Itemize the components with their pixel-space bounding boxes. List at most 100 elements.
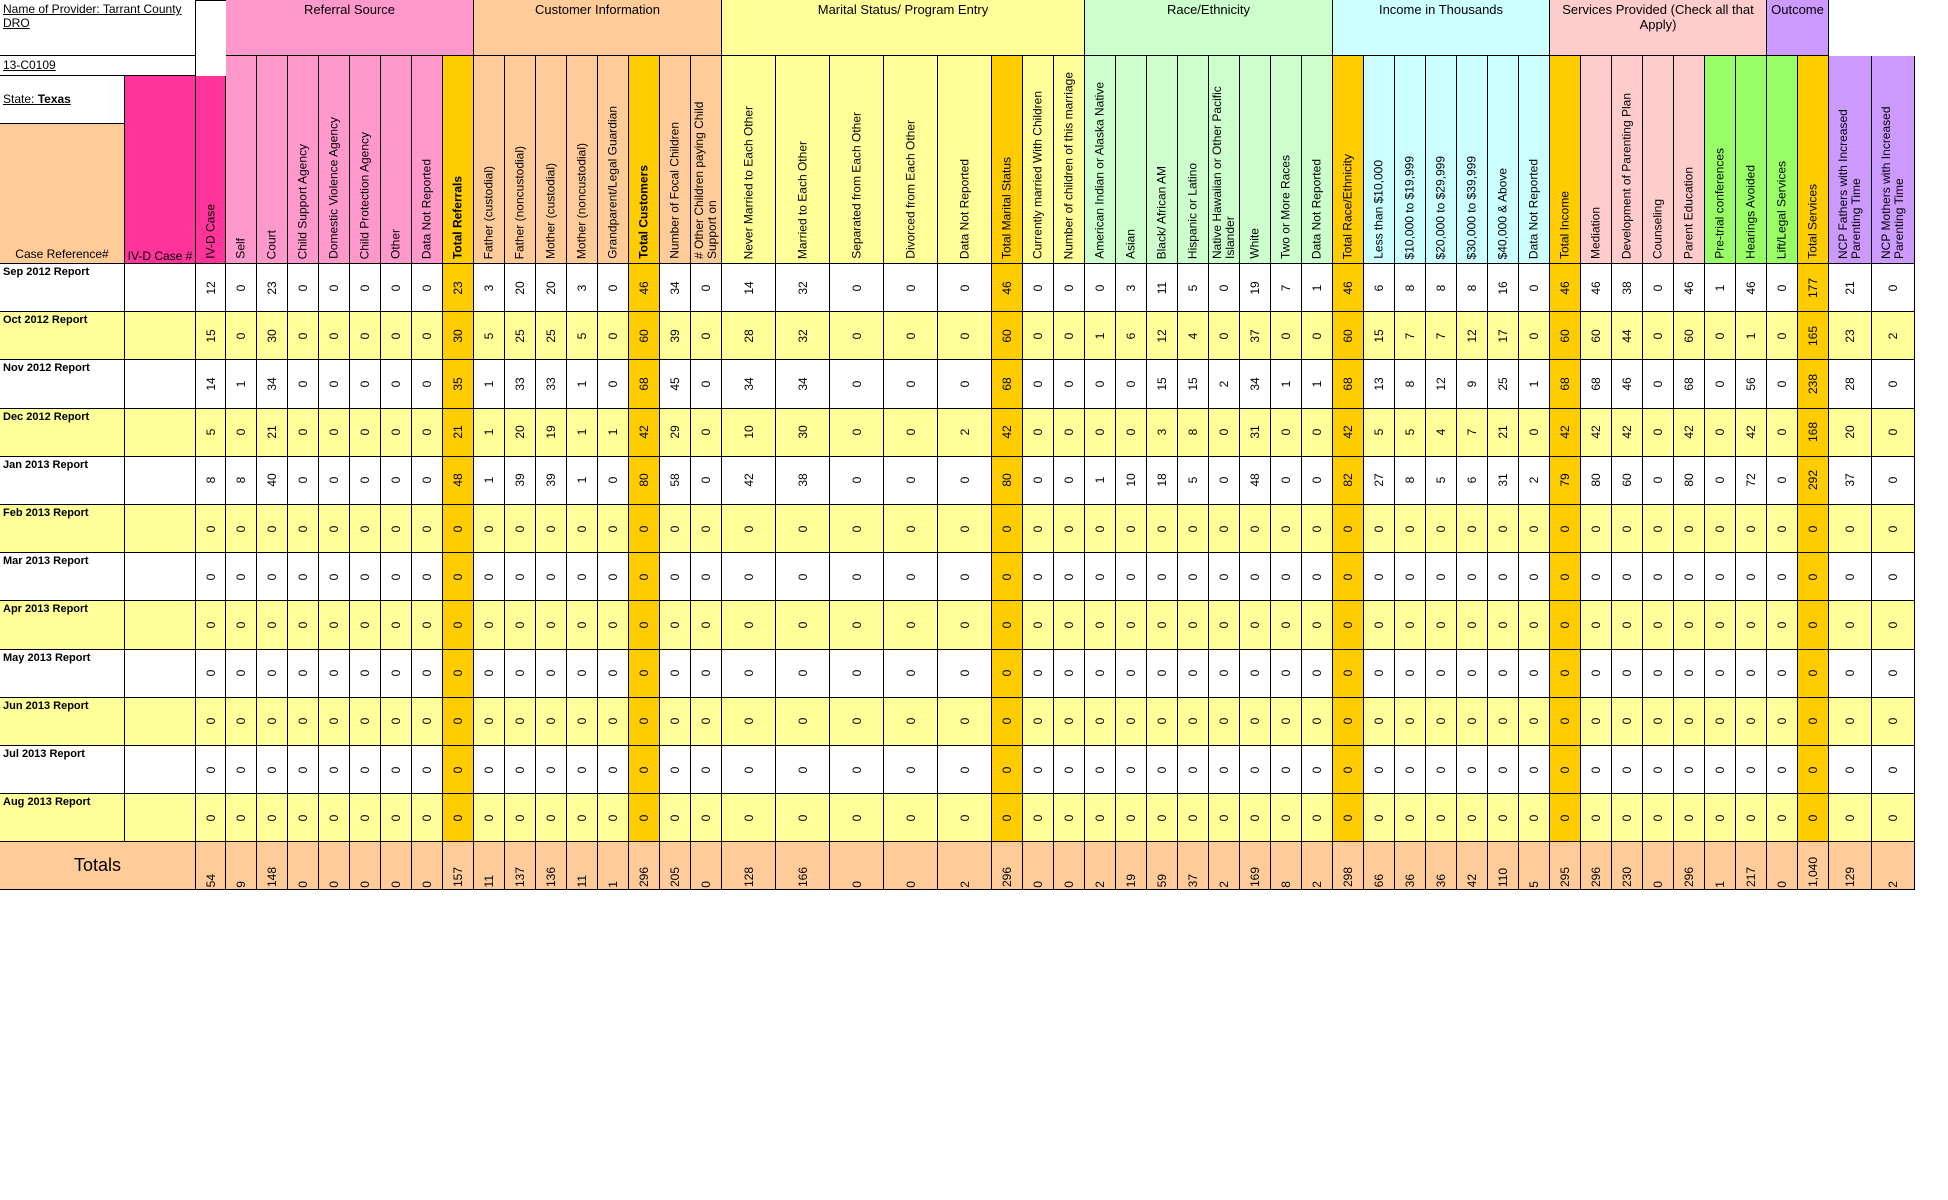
data-cell: 0	[1519, 264, 1550, 313]
totals-cell: 136	[536, 842, 567, 891]
data-cell: 0	[992, 553, 1023, 602]
totals-cell: 59	[1147, 842, 1178, 891]
cell-value: 0	[668, 525, 682, 532]
column-header-label: Other	[388, 228, 403, 259]
group-label: Race/Ethnicity	[1166, 2, 1251, 17]
data-cell: 15	[1364, 312, 1395, 361]
cell-value: 0	[637, 814, 651, 822]
cell-value: 0	[1775, 525, 1789, 532]
totals-value: 205	[668, 867, 682, 888]
cell-value: 5	[1186, 477, 1200, 484]
data-cell: 0	[691, 408, 722, 457]
cell-value: 31	[1248, 425, 1262, 439]
cell-value: 42	[1558, 425, 1572, 439]
data-cell: 0	[1116, 746, 1147, 795]
cell-value: 0	[1062, 284, 1076, 291]
cell-value: 0	[420, 525, 434, 532]
cell-value: 60	[1341, 329, 1355, 343]
cell-value: 0	[1124, 766, 1138, 773]
data-cell: 0	[691, 553, 722, 602]
cell-value: 0	[389, 477, 403, 484]
cell-value: 7	[1465, 428, 1479, 436]
totals-value: 0	[296, 880, 310, 888]
cell-value: 0	[1620, 621, 1634, 629]
totals-value: 296	[1000, 867, 1014, 888]
cell-value: 0	[1031, 621, 1045, 629]
cell-value: 23	[265, 280, 279, 295]
data-cell: 0	[1302, 794, 1333, 843]
cell-value: 0	[1403, 525, 1417, 532]
data-cell: 6	[1364, 264, 1395, 313]
data-cell: 0	[1023, 408, 1054, 457]
data-cell: 48	[443, 456, 474, 505]
data-cell: 68	[1581, 360, 1612, 409]
group-label: Marital Status/ Program Entry	[817, 2, 989, 17]
cell-value: 0	[1465, 718, 1479, 725]
data-cell: 0	[1872, 408, 1915, 457]
cell-value: 0	[1124, 573, 1138, 581]
data-cell: 0	[350, 505, 381, 554]
column-header-2: Self	[226, 56, 257, 264]
totals-cell: 0	[381, 842, 412, 891]
data-cell: 0	[1023, 649, 1054, 698]
cell-value: 0	[1434, 766, 1448, 773]
data-cell: 0	[884, 553, 938, 602]
row-label: Nov 2012 Report	[0, 360, 125, 409]
totals-value: 42	[1465, 874, 1479, 888]
data-cell: 0	[1767, 794, 1798, 843]
cell-value: 0	[544, 814, 558, 822]
data-cell: 31	[1488, 456, 1519, 505]
data-cell: 0	[1178, 649, 1209, 698]
cell-value: 0	[575, 573, 589, 581]
data-cell: 0	[1147, 649, 1178, 698]
data-cell: 0	[1333, 697, 1364, 746]
cell-value: 0	[1248, 621, 1262, 629]
data-cell: 0	[474, 505, 505, 554]
data-cell: 6	[1457, 456, 1488, 505]
data-cell: 0	[776, 505, 830, 554]
data-cell: 0	[1023, 505, 1054, 554]
cell-value: 60	[1589, 329, 1603, 343]
data-cell: 0	[350, 312, 381, 361]
cell-value: 0	[699, 477, 713, 484]
data-cell: 0	[1705, 649, 1736, 698]
cell-value: 0	[1155, 621, 1169, 629]
data-cell: 0	[350, 553, 381, 602]
cell-value: 0	[1403, 573, 1417, 581]
cell-value: 0	[1843, 766, 1857, 773]
cell-value: 29	[668, 425, 682, 439]
data-cell: 31	[1240, 408, 1271, 457]
totals-cell: 230	[1612, 842, 1643, 891]
data-cell: 0	[319, 408, 350, 457]
data-cell: 0	[505, 553, 536, 602]
cell-value: 0	[1310, 332, 1324, 340]
cell-value: 0	[957, 669, 972, 677]
cell-value: 0	[1341, 621, 1355, 629]
data-cell: 34	[257, 360, 288, 409]
column-header-32: Two or More Races	[1271, 56, 1302, 264]
data-cell: 60	[1550, 312, 1581, 361]
data-cell: 0	[1209, 553, 1240, 602]
data-cell: 0	[474, 746, 505, 795]
column-header-label: Father (noncustodial)	[512, 145, 527, 259]
cell-value: 0	[1589, 814, 1603, 822]
data-cell: 0	[288, 408, 319, 457]
data-cell: 0	[412, 601, 443, 650]
group-label: Services Provided (Check all that Apply)	[1562, 2, 1754, 32]
cell-value: 0	[1155, 573, 1169, 581]
cell-value: 42	[741, 473, 756, 488]
cell-value: 0	[1186, 669, 1200, 677]
cell-value: 5	[575, 332, 589, 340]
data-cell: 0	[1705, 794, 1736, 843]
cell-value: 0	[513, 718, 527, 725]
cell-value: 0	[327, 814, 341, 822]
cell-value: 0	[849, 525, 864, 532]
data-cell: 68	[1674, 360, 1705, 409]
cell-value: 3	[575, 284, 589, 291]
data-cell: 0	[381, 601, 412, 650]
cell-value: 0	[903, 380, 918, 388]
data-cell: 0	[412, 746, 443, 795]
data-cell: 0	[1550, 697, 1581, 746]
cell-value: 0	[327, 380, 341, 388]
cell-value: 0	[849, 332, 864, 340]
